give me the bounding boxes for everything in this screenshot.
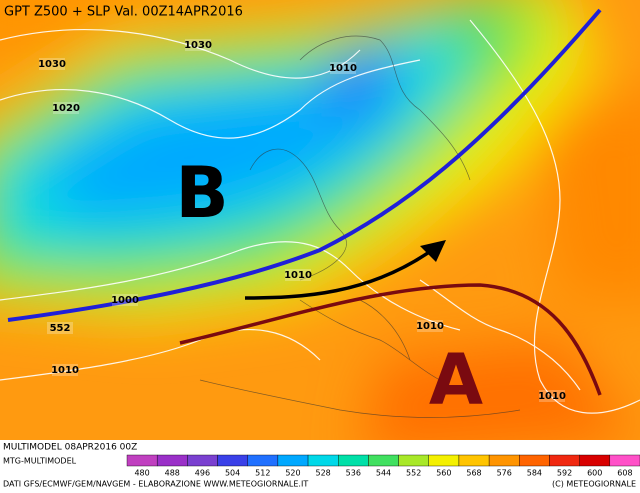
scale-tick-label: 544 (376, 469, 391, 478)
trough-axis (7, 8, 602, 322)
scale-tick-label: 536 (346, 469, 361, 478)
pressure-label-bg (417, 320, 443, 332)
scale-tick-label: 504 (225, 469, 240, 478)
pressure-label-bg (47, 322, 73, 334)
coastlines (199, 35, 521, 418)
scale-tick-label: 512 (255, 469, 270, 478)
pressure-label-bg (185, 39, 211, 51)
pressure-label: 1010 (329, 63, 357, 74)
scale-swatch (247, 454, 279, 467)
pressure-label-bg (39, 58, 65, 70)
scale-tick-label: 560 (436, 469, 451, 478)
scale-swatch (609, 454, 640, 467)
ridge-axis (179, 283, 602, 396)
pressure-label: 1000 (111, 295, 139, 306)
pressure-label-bg (539, 390, 565, 402)
copyright: (C) METEOGIORNALE (552, 480, 636, 489)
pressure-label-bg (52, 364, 78, 376)
scale-tick-label: 552 (406, 469, 421, 478)
credits: DATI GFS/ECMWF/GEM/NAVGEM - ELABORAZIONE… (3, 480, 308, 489)
scale-tick-label: 584 (527, 469, 542, 478)
scale-tick-label: 568 (466, 469, 481, 478)
pressure-label: 1010 (416, 321, 444, 332)
pressure-label: 1030 (38, 59, 66, 70)
pressure-label: 1010 (538, 391, 566, 402)
pressure-label: 552 (50, 323, 71, 334)
footer-bar (0, 440, 640, 493)
scale-tick-label: 576 (497, 469, 512, 478)
scale-tick-label: 528 (316, 469, 331, 478)
pressure-label: 1010 (51, 365, 79, 376)
scale-swatch (579, 454, 611, 467)
high-pressure-label: A (429, 339, 483, 421)
flow-arrow (244, 246, 437, 300)
scale-swatch (398, 454, 429, 467)
scale-tick-label: 496 (195, 469, 210, 478)
scale-tick-label: 520 (285, 469, 300, 478)
pressure-label-bg (53, 102, 79, 114)
low-pressure-label: B (175, 152, 228, 234)
scale-swatch (458, 454, 490, 467)
scale-swatch (428, 454, 460, 467)
scale-swatch (519, 454, 550, 467)
scale-tick-label: 488 (165, 469, 180, 478)
pressure-label: 1030 (184, 40, 212, 51)
scale-tick-label: 608 (617, 469, 632, 478)
isobars (0, 19, 640, 414)
flow-arrowhead (420, 240, 446, 262)
scale-tick-label: 480 (134, 469, 149, 478)
scale-swatch (549, 454, 580, 467)
scale-tick-label: 600 (587, 469, 602, 478)
scale-swatch (338, 454, 369, 467)
scale-swatch (368, 454, 399, 467)
map-field: 103010301020101010101000552101010101010 … (0, 0, 640, 440)
pressure-label-bg (330, 62, 356, 74)
scale-swatch (307, 454, 339, 467)
scale-tick-label: 592 (557, 469, 572, 478)
scale-swatch (126, 454, 158, 467)
scale-swatch (156, 454, 188, 467)
scale-swatch (187, 454, 218, 467)
scale-swatch (488, 454, 520, 467)
run-label: MULTIMODEL 08APR2016 00Z (3, 443, 137, 453)
pressure-label-bg (112, 294, 138, 306)
scale-swatch (277, 454, 309, 467)
scale-swatch (217, 454, 248, 467)
pressure-label-bg (285, 269, 311, 281)
pressure-label: 1020 (52, 103, 80, 114)
pressure-label: 1010 (284, 270, 312, 281)
color-scale: 480 488 496 504 512 520 528 536 544 552 560 568 576 5… (126, 454, 640, 478)
model-label: MTG-MULTIMODEL (3, 457, 77, 466)
map-title: GPT Z500 + SLP Val. 00Z14APR2016 (4, 5, 243, 20)
